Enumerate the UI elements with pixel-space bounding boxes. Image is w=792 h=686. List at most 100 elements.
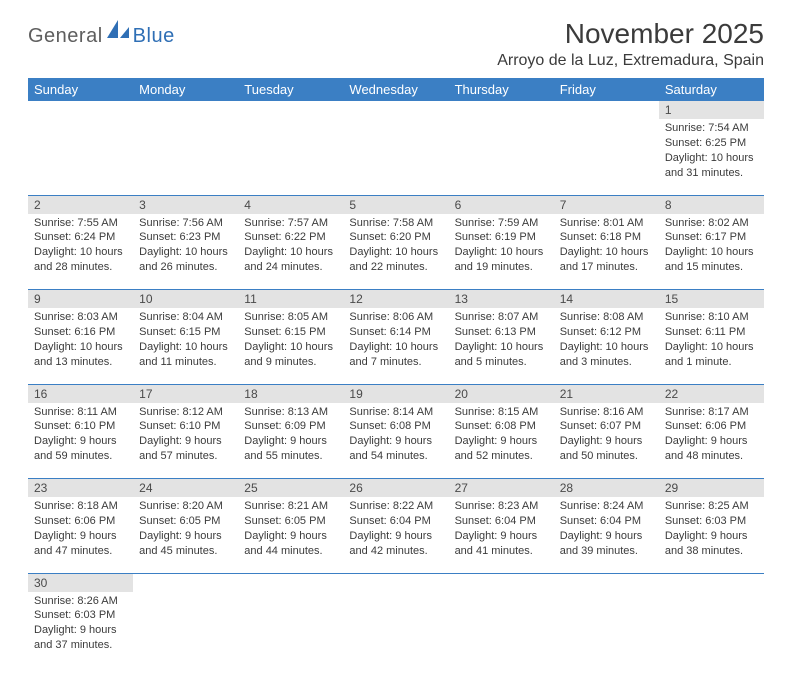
day-cell: Sunrise: 8:04 AMSunset: 6:15 PMDaylight:… [133, 308, 238, 384]
day-number: 7 [554, 195, 659, 214]
day-number: 1 [659, 101, 764, 119]
day-cell: Sunrise: 8:20 AMSunset: 6:05 PMDaylight:… [133, 497, 238, 573]
day-number: 30 [28, 573, 133, 592]
day-cell [343, 592, 448, 668]
header: General Blue November 2025 Arroyo de la … [28, 18, 764, 70]
day-number: 2 [28, 195, 133, 214]
daynum-row: 30 [28, 573, 764, 592]
day-number [343, 101, 448, 119]
weekday-header: Thursday [449, 78, 554, 101]
daylight-text: and 50 minutes. [560, 449, 653, 464]
sunrise-text: Sunrise: 8:12 AM [139, 405, 232, 420]
day-cell [343, 119, 448, 195]
daylight-text: and 41 minutes. [455, 544, 548, 559]
day-number [28, 101, 133, 119]
day-number: 19 [343, 384, 448, 403]
sunset-text: Sunset: 6:15 PM [139, 325, 232, 340]
sunrise-text: Sunrise: 8:20 AM [139, 499, 232, 514]
brand-text-1: General [28, 25, 103, 48]
day-cell: Sunrise: 7:54 AMSunset: 6:25 PMDaylight:… [659, 119, 764, 195]
daylight-text: Daylight: 10 hours [244, 245, 337, 260]
day-details: Sunrise: 7:55 AMSunset: 6:24 PMDaylight:… [28, 214, 133, 279]
sunrise-text: Sunrise: 8:03 AM [34, 310, 127, 325]
day-details: Sunrise: 8:04 AMSunset: 6:15 PMDaylight:… [133, 308, 238, 373]
sunrise-text: Sunrise: 7:57 AM [244, 216, 337, 231]
day-content-row: Sunrise: 8:11 AMSunset: 6:10 PMDaylight:… [28, 403, 764, 479]
day-details: Sunrise: 8:18 AMSunset: 6:06 PMDaylight:… [28, 497, 133, 562]
calendar-table: Sunday Monday Tuesday Wednesday Thursday… [28, 78, 764, 668]
day-cell [554, 592, 659, 668]
day-cell: Sunrise: 8:13 AMSunset: 6:09 PMDaylight:… [238, 403, 343, 479]
calendar-body: 1Sunrise: 7:54 AMSunset: 6:25 PMDaylight… [28, 101, 764, 668]
sunrise-text: Sunrise: 8:04 AM [139, 310, 232, 325]
daylight-text: Daylight: 9 hours [34, 623, 127, 638]
day-content-row: Sunrise: 8:26 AMSunset: 6:03 PMDaylight:… [28, 592, 764, 668]
daylight-text: and 55 minutes. [244, 449, 337, 464]
sunrise-text: Sunrise: 8:14 AM [349, 405, 442, 420]
daylight-text: Daylight: 10 hours [34, 340, 127, 355]
sunset-text: Sunset: 6:15 PM [244, 325, 337, 340]
day-cell: Sunrise: 8:10 AMSunset: 6:11 PMDaylight:… [659, 308, 764, 384]
day-cell: Sunrise: 7:56 AMSunset: 6:23 PMDaylight:… [133, 214, 238, 290]
day-cell: Sunrise: 7:55 AMSunset: 6:24 PMDaylight:… [28, 214, 133, 290]
day-cell: Sunrise: 8:02 AMSunset: 6:17 PMDaylight:… [659, 214, 764, 290]
day-cell: Sunrise: 8:22 AMSunset: 6:04 PMDaylight:… [343, 497, 448, 573]
page-title: November 2025 [497, 18, 764, 50]
daylight-text: Daylight: 10 hours [560, 340, 653, 355]
day-number: 18 [238, 384, 343, 403]
sunrise-text: Sunrise: 8:05 AM [244, 310, 337, 325]
day-number: 23 [28, 479, 133, 498]
sunrise-text: Sunrise: 8:02 AM [665, 216, 758, 231]
daylight-text: and 31 minutes. [665, 166, 758, 181]
sunset-text: Sunset: 6:09 PM [244, 419, 337, 434]
daylight-text: and 42 minutes. [349, 544, 442, 559]
day-cell: Sunrise: 8:07 AMSunset: 6:13 PMDaylight:… [449, 308, 554, 384]
daynum-row: 23242526272829 [28, 479, 764, 498]
day-number [133, 573, 238, 592]
day-content-row: Sunrise: 7:55 AMSunset: 6:24 PMDaylight:… [28, 214, 764, 290]
day-cell [238, 592, 343, 668]
day-number: 27 [449, 479, 554, 498]
day-details: Sunrise: 8:24 AMSunset: 6:04 PMDaylight:… [554, 497, 659, 562]
day-details: Sunrise: 8:05 AMSunset: 6:15 PMDaylight:… [238, 308, 343, 373]
day-number [449, 101, 554, 119]
day-number: 21 [554, 384, 659, 403]
day-cell: Sunrise: 8:01 AMSunset: 6:18 PMDaylight:… [554, 214, 659, 290]
daynum-row: 1 [28, 101, 764, 119]
sunset-text: Sunset: 6:18 PM [560, 230, 653, 245]
daylight-text: Daylight: 10 hours [139, 340, 232, 355]
daylight-text: and 57 minutes. [139, 449, 232, 464]
day-details: Sunrise: 8:12 AMSunset: 6:10 PMDaylight:… [133, 403, 238, 468]
sunset-text: Sunset: 6:20 PM [349, 230, 442, 245]
daynum-row: 9101112131415 [28, 290, 764, 309]
day-number [238, 101, 343, 119]
daylight-text: and 28 minutes. [34, 260, 127, 275]
sunrise-text: Sunrise: 8:17 AM [665, 405, 758, 420]
sunrise-text: Sunrise: 8:07 AM [455, 310, 548, 325]
sunrise-text: Sunrise: 8:21 AM [244, 499, 337, 514]
day-number: 8 [659, 195, 764, 214]
day-cell: Sunrise: 8:05 AMSunset: 6:15 PMDaylight:… [238, 308, 343, 384]
day-cell [554, 119, 659, 195]
sunrise-text: Sunrise: 8:06 AM [349, 310, 442, 325]
day-number [238, 573, 343, 592]
sunset-text: Sunset: 6:05 PM [139, 514, 232, 529]
day-cell: Sunrise: 8:25 AMSunset: 6:03 PMDaylight:… [659, 497, 764, 573]
day-cell [659, 592, 764, 668]
daylight-text: Daylight: 9 hours [560, 434, 653, 449]
daylight-text: Daylight: 10 hours [349, 340, 442, 355]
sunrise-text: Sunrise: 8:18 AM [34, 499, 127, 514]
day-number [449, 573, 554, 592]
weekday-header: Sunday [28, 78, 133, 101]
daylight-text: Daylight: 9 hours [455, 529, 548, 544]
sunset-text: Sunset: 6:06 PM [34, 514, 127, 529]
day-number: 10 [133, 290, 238, 309]
sunset-text: Sunset: 6:24 PM [34, 230, 127, 245]
sunset-text: Sunset: 6:10 PM [34, 419, 127, 434]
daylight-text: Daylight: 10 hours [665, 151, 758, 166]
day-cell: Sunrise: 8:17 AMSunset: 6:06 PMDaylight:… [659, 403, 764, 479]
day-cell: Sunrise: 8:03 AMSunset: 6:16 PMDaylight:… [28, 308, 133, 384]
daylight-text: and 52 minutes. [455, 449, 548, 464]
day-cell: Sunrise: 8:16 AMSunset: 6:07 PMDaylight:… [554, 403, 659, 479]
daylight-text: Daylight: 10 hours [455, 340, 548, 355]
